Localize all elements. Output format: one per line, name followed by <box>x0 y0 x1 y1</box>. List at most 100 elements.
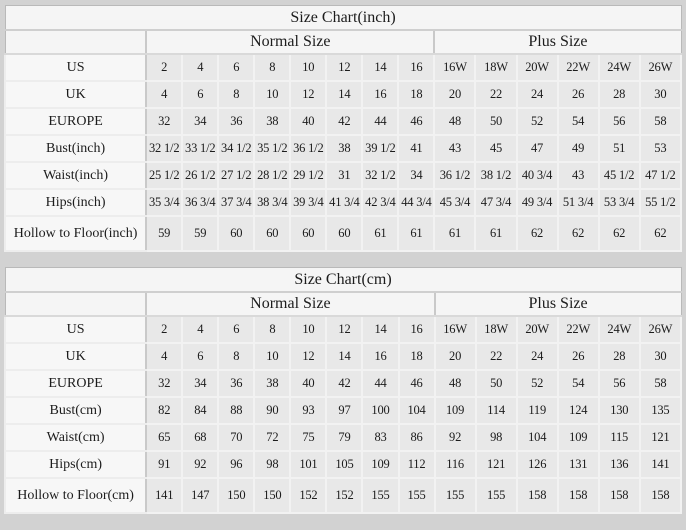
size-value: 56 <box>597 369 641 398</box>
size-value: 62 <box>638 215 683 252</box>
size-value: 4 <box>181 53 220 82</box>
size-value: 115 <box>597 423 641 452</box>
size-value: 59 <box>145 215 184 252</box>
size-value: 109 <box>556 423 600 452</box>
row-label: Waist(inch) <box>3 161 148 190</box>
size-value: 49 3/4 <box>515 188 559 217</box>
row-label: UK <box>3 342 148 371</box>
size-value: 46 <box>397 107 436 136</box>
size-chart-cm-table: Size Chart(cm) Normal Size Plus Size US 2… <box>3 267 683 514</box>
size-row-us: US 2 4 6 8 10 12 14 16 16W 18W 20W 22W 24W 26W <box>3 53 683 82</box>
size-row-waist-cm: Waist(cm) 65 68 70 72 75 79 83 86 92 98 104 109 115 12… <box>3 423 683 452</box>
plus-size-header: Plus Size <box>433 30 681 55</box>
size-value: 35 3/4 <box>145 188 184 217</box>
size-value: 104 <box>515 423 559 452</box>
size-value: 16 <box>397 53 436 82</box>
size-value: 24 <box>515 80 559 109</box>
size-value: 98 <box>253 450 292 479</box>
row-label: Hips(cm) <box>3 450 148 479</box>
size-value: 41 <box>397 134 436 163</box>
size-value: 32 1/2 <box>145 134 184 163</box>
size-value: 16 <box>361 80 400 109</box>
size-value: 147 <box>181 477 220 514</box>
row-label: Bust(cm) <box>3 396 148 425</box>
size-value: 6 <box>217 315 256 344</box>
size-value: 97 <box>325 396 364 425</box>
size-value: 22W <box>556 315 600 344</box>
size-value: 46 <box>397 369 436 398</box>
size-value: 155 <box>397 477 436 514</box>
size-value: 109 <box>361 450 400 479</box>
size-value: 10 <box>253 80 292 109</box>
size-value: 121 <box>474 450 518 479</box>
size-value: 155 <box>361 477 400 514</box>
row-label: US <box>3 53 148 82</box>
size-value: 32 1/2 <box>361 161 400 190</box>
size-value: 16W <box>433 53 477 82</box>
size-value: 155 <box>433 477 477 514</box>
size-value: 59 <box>181 215 220 252</box>
size-value: 61 <box>361 215 400 252</box>
size-value: 47 <box>515 134 559 163</box>
size-value: 104 <box>397 396 436 425</box>
size-value: 53 3/4 <box>597 188 641 217</box>
size-value: 47 3/4 <box>474 188 518 217</box>
size-value: 24 <box>515 342 559 371</box>
size-value: 51 <box>597 134 641 163</box>
size-value: 61 <box>397 215 436 252</box>
size-value: 26W <box>638 53 683 82</box>
size-chart-inch-table: Size Chart(inch) Normal Size Plus Size U… <box>3 5 683 252</box>
size-charts-page: Size Chart(inch) Normal Size Plus Size U… <box>3 5 683 514</box>
size-value: 6 <box>217 53 256 82</box>
title-row: Size Chart(inch) <box>5 5 681 31</box>
chart-title-cm: Size Chart(cm) <box>5 267 681 293</box>
size-value: 18 <box>397 342 436 371</box>
size-value: 2 <box>145 315 184 344</box>
size-value: 38 <box>253 107 292 136</box>
size-value: 100 <box>361 396 400 425</box>
size-value: 58 <box>638 369 683 398</box>
size-value: 12 <box>289 342 328 371</box>
size-row-hollow-to-floor-cm: Hollow to Floor(cm) 141 147 150 150 152 152 155… <box>3 477 683 514</box>
size-value: 36 1/2 <box>289 134 328 163</box>
size-value: 124 <box>556 396 600 425</box>
size-value: 30 <box>638 342 683 371</box>
size-value: 93 <box>289 396 328 425</box>
size-value: 109 <box>433 396 477 425</box>
size-value: 8 <box>253 315 292 344</box>
size-value: 155 <box>474 477 518 514</box>
size-value: 31 <box>325 161 364 190</box>
size-value: 50 <box>474 107 518 136</box>
size-value: 152 <box>289 477 328 514</box>
size-value: 45 3/4 <box>433 188 477 217</box>
size-value: 37 3/4 <box>217 188 256 217</box>
size-value: 34 <box>181 369 220 398</box>
size-value: 82 <box>145 396 184 425</box>
corner-cell <box>5 30 148 55</box>
size-row-europe: EUROPE 32 34 36 38 40 42 44 46 48 50 52 54 56 58 <box>3 369 683 398</box>
size-value: 48 <box>433 107 477 136</box>
row-label: EUROPE <box>3 107 148 136</box>
size-value: 26 1/2 <box>181 161 220 190</box>
size-value: 35 1/2 <box>253 134 292 163</box>
row-label: Hips(inch) <box>3 188 148 217</box>
size-value: 32 <box>145 107 184 136</box>
size-value: 58 <box>638 107 683 136</box>
size-value: 86 <box>397 423 436 452</box>
size-value: 60 <box>217 215 256 252</box>
size-value: 4 <box>181 315 220 344</box>
size-value: 42 <box>325 369 364 398</box>
size-value: 114 <box>474 396 518 425</box>
title-row: Size Chart(cm) <box>5 267 681 293</box>
size-value: 45 <box>474 134 518 163</box>
size-value: 41 3/4 <box>325 188 364 217</box>
group-header-row: Normal Size Plus Size <box>5 30 681 55</box>
size-value: 44 <box>361 369 400 398</box>
size-value: 16W <box>433 315 477 344</box>
size-row-hips-inch: Hips(inch) 35 3/4 36 3/4 37 3/4 38 3/4 39 3/4… <box>3 188 683 217</box>
size-value: 39 3/4 <box>289 188 328 217</box>
size-value: 14 <box>361 315 400 344</box>
row-label: US <box>3 315 148 344</box>
size-value: 12 <box>289 80 328 109</box>
size-value: 150 <box>253 477 292 514</box>
